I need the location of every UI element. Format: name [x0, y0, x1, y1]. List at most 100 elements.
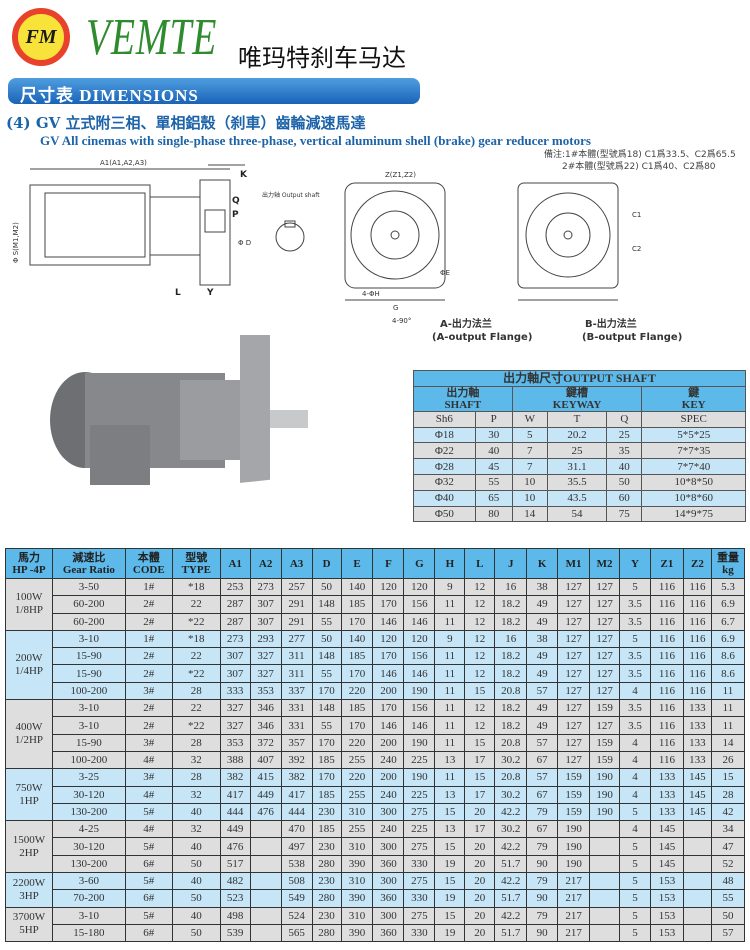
- label-e: ΦE: [440, 269, 450, 277]
- table-cell: 133: [682, 733, 712, 752]
- table-cell: 52: [710, 854, 746, 874]
- table-cell: 255: [340, 785, 374, 804]
- table-cell: 32: [171, 820, 221, 839]
- table-cell: 4#: [124, 820, 173, 839]
- flange-b-drawing: [517, 182, 619, 301]
- table-cell: 300: [372, 906, 405, 925]
- table-cell: 390: [340, 923, 374, 943]
- table-cell: 170: [340, 664, 374, 683]
- table-cell: 50: [171, 889, 221, 908]
- table-cell: 220: [340, 733, 374, 752]
- table-cell: 120: [403, 629, 436, 649]
- table-cell: 50: [171, 854, 221, 874]
- column-header: F: [372, 548, 405, 579]
- table-cell: 190: [557, 837, 591, 856]
- table-cell: 12: [464, 647, 496, 666]
- table-cell: 331: [280, 699, 313, 718]
- table-cell: 3.5: [619, 647, 651, 666]
- table-cell: 32: [171, 750, 221, 770]
- table-row: 3-10 2# *22 327 346 331 55 170 146 146 11 12 18.2 49 1…: [5, 716, 746, 735]
- table-cell: 277: [280, 629, 313, 649]
- table-cell: 127: [589, 595, 621, 614]
- table-cell: 333: [219, 681, 251, 701]
- table-cell: 11: [434, 612, 466, 631]
- table-cell: 360: [372, 923, 405, 943]
- label-g: G: [393, 304, 398, 312]
- table-cell: 11: [434, 681, 466, 701]
- shaft-cell: 14: [511, 505, 548, 523]
- table-cell: 6#: [124, 854, 173, 874]
- table-cell: 255: [340, 820, 374, 839]
- shaft-cell: 65: [474, 489, 513, 507]
- table-cell: 153: [649, 889, 684, 908]
- table-cell: 57: [710, 923, 746, 943]
- table-cell: 5#: [124, 872, 173, 891]
- shaft-cell: 30: [474, 426, 513, 444]
- table-cell: 517: [219, 854, 251, 874]
- table-cell: 5#: [124, 906, 173, 925]
- shaft-cell: 54: [546, 505, 608, 523]
- label-d: Φ D: [238, 239, 251, 247]
- label-y: Y: [206, 288, 214, 298]
- table-cell: 11: [710, 716, 746, 735]
- table-cell: 55: [311, 716, 342, 735]
- table-cell: 225: [403, 785, 436, 804]
- table-cell: 3-50: [51, 577, 126, 597]
- table-cell: 307: [219, 664, 251, 683]
- table-cell: 116: [682, 577, 712, 597]
- power-cell: 2200W 3HP: [5, 872, 53, 908]
- table-cell: 159: [557, 768, 591, 787]
- table-cell: 148: [311, 647, 342, 666]
- table-cell: 15-90: [51, 664, 126, 683]
- shaft-column-header: W: [511, 410, 548, 428]
- table-cell: 12: [464, 595, 496, 614]
- table-cell: 253: [219, 577, 251, 597]
- table-cell: 360: [372, 889, 405, 908]
- table-cell: 3.5: [619, 716, 651, 735]
- table-cell: 388: [219, 750, 251, 770]
- table-cell: 357: [280, 733, 313, 752]
- shaft-cell: 43.5: [546, 489, 608, 507]
- table-cell: 90: [526, 889, 559, 908]
- shaft-cell: 10*8*60: [641, 489, 746, 507]
- table-cell: 18.2: [494, 664, 528, 683]
- shaft-cell: 35: [606, 442, 643, 460]
- table-cell: 185: [311, 750, 342, 770]
- shaft-cell: 7: [511, 442, 548, 460]
- brand-logo: FM: [12, 8, 70, 66]
- table-cell: 120: [372, 629, 405, 649]
- table-cell: 67: [526, 750, 559, 770]
- table-cell: 20.8: [494, 768, 528, 787]
- side-view-drawing: [29, 164, 245, 286]
- table-cell: 127: [557, 629, 591, 649]
- table-cell: 55: [710, 889, 746, 908]
- table-cell: 2#: [124, 612, 173, 631]
- table-cell: 145: [682, 768, 712, 787]
- shaft-group-header: 鍵槽 KEYWAY: [511, 385, 643, 412]
- table-cell: 476: [249, 802, 282, 822]
- label-output-shaft: 出力轴 Output shaft: [262, 191, 320, 199]
- column-header: J: [494, 548, 528, 579]
- table-row: 15-90 3# 28 353 372 357 170 220 200 190 11 15 20.8 57…: [5, 733, 746, 752]
- table-cell: 30.2: [494, 785, 528, 804]
- column-header: Z2: [682, 548, 712, 579]
- table-cell: [682, 837, 712, 856]
- table-cell: 200: [372, 768, 405, 787]
- table-row: 60-200 2# *22 287 307 291 55 170 146 146 11 12 18.2 4…: [5, 612, 746, 631]
- table-cell: 275: [403, 872, 436, 891]
- shaft-detail-drawing: [275, 220, 305, 252]
- column-header: 減速比 Gear Ratio: [51, 548, 126, 579]
- shaft-cell: 7: [511, 458, 548, 475]
- table-cell: 146: [403, 612, 436, 631]
- table-cell: 116: [682, 595, 712, 614]
- table-cell: 14: [710, 733, 746, 752]
- table-row: 130-200 6# 50 517 538 280 390 360 330 19 20 51.7 90 1…: [5, 854, 746, 874]
- table-cell: 100-200: [51, 681, 126, 701]
- table-cell: 18.2: [494, 595, 528, 614]
- table-cell: 148: [311, 699, 342, 718]
- column-header: A1: [219, 548, 251, 579]
- table-cell: 57: [526, 681, 559, 701]
- table-cell: 116: [649, 647, 684, 666]
- power-cell: 400W 1/2HP: [5, 699, 53, 770]
- table-cell: 79: [526, 872, 559, 891]
